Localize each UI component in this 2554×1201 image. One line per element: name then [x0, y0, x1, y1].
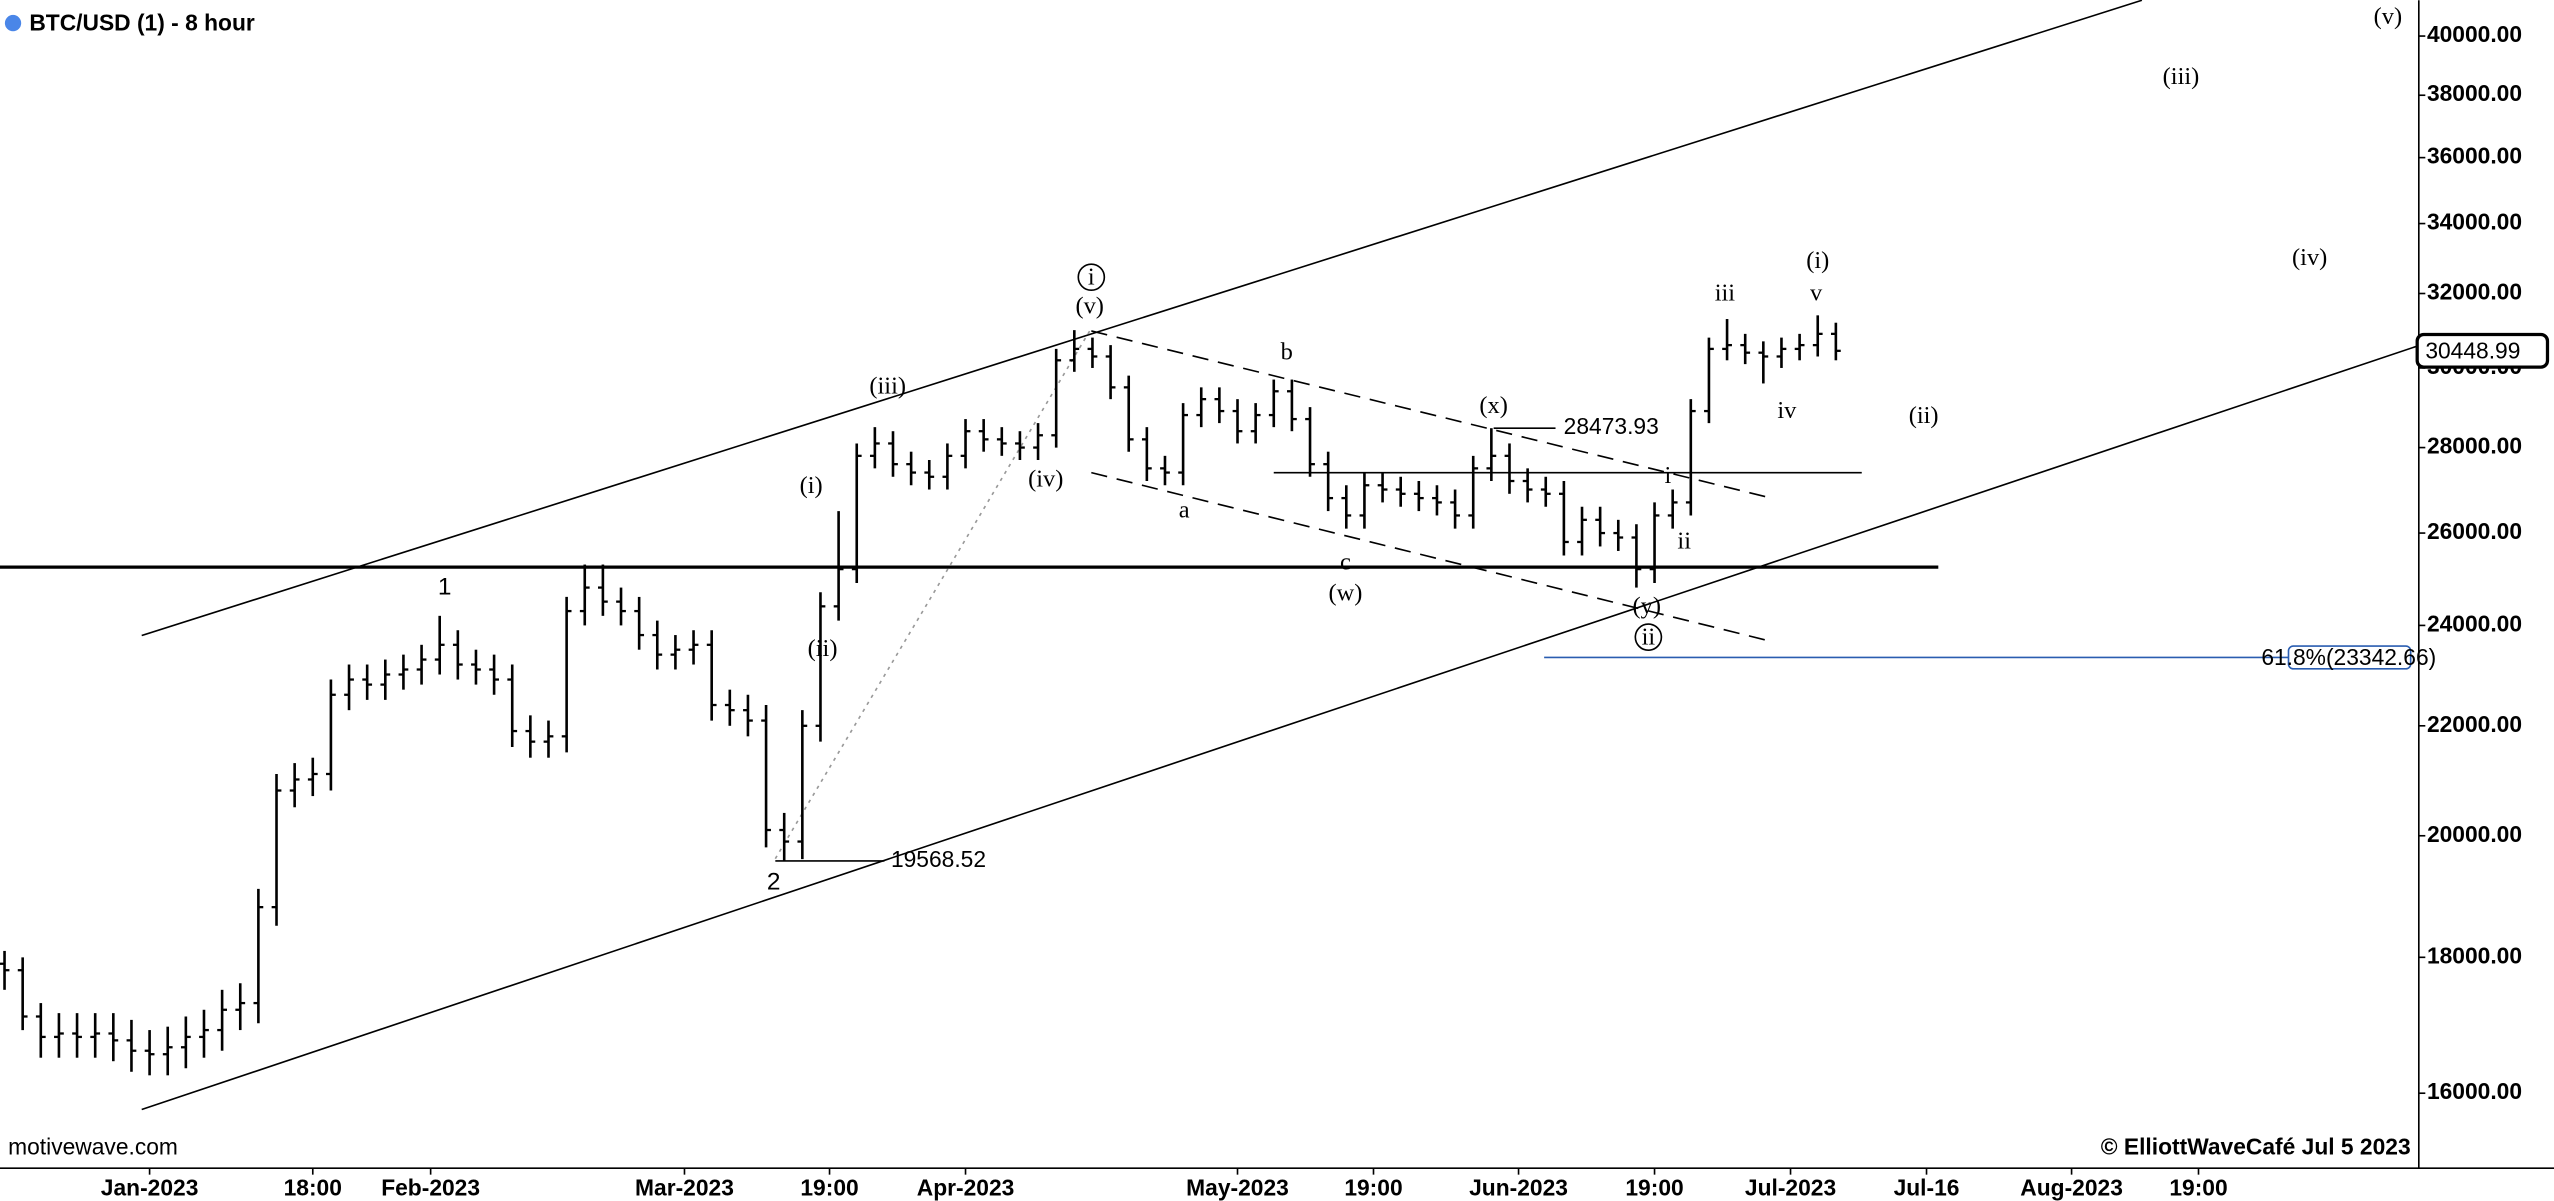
x-tick-label: Apr-2023 [917, 1174, 1015, 1200]
y-tick-label: 38000.00 [2427, 80, 2522, 106]
wave-label: 1 [438, 574, 452, 601]
y-tick-label: 18000.00 [2427, 942, 2522, 968]
wave-label: i [1665, 462, 1672, 489]
wave-label: (ii) [808, 635, 838, 662]
x-tick-label: 18:00 [284, 1174, 342, 1200]
y-tick-label: 22000.00 [2427, 711, 2522, 737]
price-marker-label: 28473.93 [1564, 413, 1659, 439]
wave-label: iv [1777, 397, 1797, 424]
retracement-box [2287, 645, 2412, 670]
price-marker-label: 19568.52 [891, 846, 986, 872]
status-dot [4, 14, 22, 32]
x-tick-label: Mar-2023 [635, 1174, 734, 1200]
wave-circle [1077, 263, 1106, 292]
y-tick-label: 28000.00 [2427, 433, 2522, 459]
wave-label: (v) [1075, 293, 1103, 320]
x-tick-label: Feb-2023 [381, 1174, 480, 1200]
y-tick-label: 16000.00 [2427, 1078, 2522, 1104]
wave-label: v [1810, 280, 1823, 307]
wave-label: iii [1715, 280, 1736, 307]
x-tick-label: 19:00 [800, 1174, 858, 1200]
wave-label: c [1340, 548, 1351, 575]
x-tick-label: Jul-2023 [1745, 1174, 1836, 1200]
wave-label: a [1179, 496, 1190, 523]
wave-label: (iii) [869, 373, 906, 400]
x-tick-label: Aug-2023 [2020, 1174, 2123, 1200]
copyright: © ElliottWaveCafé Jul 5 2023 [2101, 1134, 2411, 1160]
dashed-channel-upper [1091, 330, 1768, 498]
y-tick-label: 32000.00 [2427, 279, 2522, 305]
x-tick-label: Jul-16 [1894, 1174, 1960, 1200]
x-tick-label: May-2023 [1186, 1174, 1289, 1200]
chart-title: BTC/USD (1) - 8 hour [29, 10, 255, 36]
x-tick-label: 19:00 [2169, 1174, 2227, 1200]
retracement-label: 61.8%(23342.66) [2261, 644, 2436, 670]
current-price-label: 30448.99 [2425, 337, 2520, 363]
channel-upper [141, 0, 2143, 637]
wave-label: (v) [2374, 3, 2402, 30]
y-tick-label: 24000.00 [2427, 610, 2522, 636]
wave-label: (w) [1328, 579, 1362, 606]
wave-label: i [1088, 263, 1095, 290]
dashed-channel-lower [1091, 471, 1768, 642]
x-tick-label: Jan-2023 [101, 1174, 199, 1200]
y-tick-label: 36000.00 [2427, 143, 2522, 169]
wave-label: (i) [1806, 247, 1829, 274]
x-tick-label: 19:00 [1625, 1174, 1683, 1200]
wave-label: (iv) [1028, 465, 1063, 492]
y-tick-label: 40000.00 [2427, 21, 2522, 47]
wave-label: ii [1677, 527, 1691, 554]
y-tick-label: 34000.00 [2427, 209, 2522, 235]
wave-label: (y) [1633, 592, 1661, 619]
wave-label: (i) [800, 472, 823, 499]
wave-label: (ii) [1909, 402, 1939, 429]
wave-label: (iv) [2292, 244, 2327, 271]
x-tick-label: 19:00 [1344, 1174, 1402, 1200]
wave-label: (iii) [2163, 63, 2200, 90]
y-tick-label: 26000.00 [2427, 518, 2522, 544]
current-price-box [2415, 332, 2550, 369]
wave-label: 2 [767, 869, 781, 896]
wave-label: ii [1642, 623, 1656, 650]
y-tick-label: 20000.00 [2427, 821, 2522, 847]
channel-lower [141, 344, 2420, 1111]
wave-label: b [1281, 338, 1293, 365]
watermark: motivewave.com [8, 1134, 178, 1160]
x-tick-label: Jun-2023 [1469, 1174, 1568, 1200]
wave-label: (x) [1479, 392, 1507, 419]
wave-circle [1634, 623, 1663, 651]
